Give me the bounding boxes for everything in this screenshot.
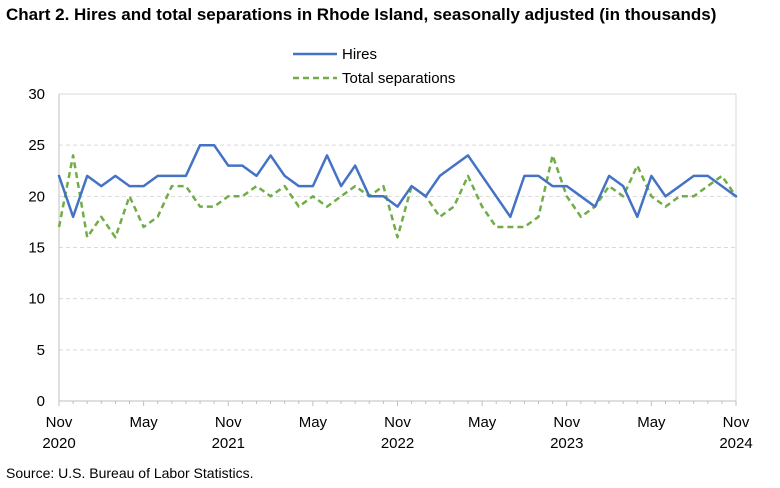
x-tick-label-may: May: [299, 414, 328, 431]
y-tick-label-5: 5: [37, 342, 45, 359]
x-tick-year-2022: 2022: [381, 435, 414, 452]
series-line-total-separations: [57, 154, 738, 239]
x-tick-label-may: May: [468, 414, 497, 431]
legend-separations-label: Total separations: [342, 70, 455, 87]
x-tick-label-may: May: [637, 414, 666, 431]
legend: Hires Total separations: [293, 46, 455, 87]
y-tick-label-20: 20: [28, 188, 45, 205]
y-tick-label-0: 0: [37, 393, 45, 410]
y-tick-label-10: 10: [28, 291, 45, 308]
x-tick-label-may: May: [129, 414, 158, 431]
tick-labels: 0 5 10 15 20 25 30 Nov 2020 May Nov 2021 May Nov 2022 M…: [28, 86, 752, 452]
x-tick-label-nov-2022: Nov: [384, 414, 411, 431]
x-tick-label-nov-2021: Nov: [215, 414, 242, 431]
chart-title: Chart 2. Hires and total separations in …: [6, 5, 717, 24]
y-tick-label-15: 15: [28, 240, 45, 257]
series-line-hires: [57, 143, 738, 219]
legend-hires-label: Hires: [342, 46, 377, 63]
source-note: Source: U.S. Bureau of Labor Statistics.: [6, 465, 254, 481]
x-tick-label-nov-2024: Nov: [723, 414, 750, 431]
series-lines: [57, 143, 738, 239]
axes: [58, 94, 737, 406]
y-tick-label-30: 30: [28, 86, 45, 103]
gridlines: [59, 93, 736, 351]
x-tick-year-2020: 2020: [42, 435, 75, 452]
y-tick-label-25: 25: [28, 137, 45, 154]
x-tick-year-2024: 2024: [719, 435, 752, 452]
x-tick-year-2021: 2021: [212, 435, 245, 452]
x-tick-year-2023: 2023: [550, 435, 583, 452]
x-tick-label-nov-2020: Nov: [46, 414, 73, 431]
x-tick-label-nov-2023: Nov: [553, 414, 580, 431]
